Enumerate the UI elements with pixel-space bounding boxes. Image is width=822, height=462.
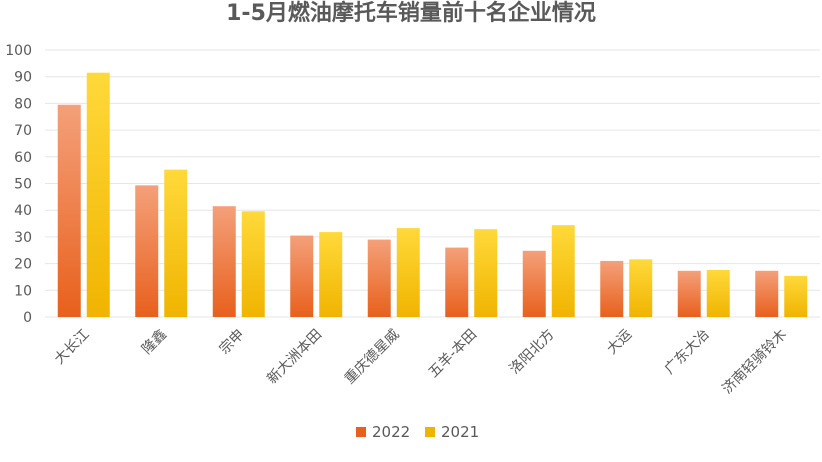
bar-2021-4 — [396, 228, 420, 317]
y-tick-label: 20 — [14, 257, 32, 273]
x-tick-label: 洛阳北方 — [507, 327, 558, 378]
bar-2021-2 — [241, 211, 265, 317]
x-tick-label: 五羊-本田 — [426, 327, 480, 381]
y-tick-label: 40 — [14, 203, 32, 219]
y-axis-tick-labels: 0 10 20 30 40 50 60 70 80 90 100 — [5, 43, 32, 326]
legend-swatch-2021 — [425, 427, 435, 437]
bar-2022-3 — [290, 235, 314, 317]
bars — [57, 72, 808, 317]
bar-2021-5 — [474, 229, 498, 317]
bar-2021-1 — [164, 169, 188, 317]
legend-label-2022: 2022 — [372, 423, 410, 441]
x-tick-label: 隆鑫 — [138, 326, 170, 358]
x-axis-tick-labels: 大长江 隆鑫 宗申 新大洲本田 重庆德星威 五羊-本田 洛阳北方 大运 广东大冶 济南轻骑铃木 — [52, 326, 791, 397]
bar-2021-9 — [784, 275, 808, 317]
x-tick-label: 济南轻骑铃木 — [719, 327, 790, 398]
bar-2021-6 — [551, 225, 575, 317]
y-tick-label: 10 — [14, 283, 32, 299]
legend-label-2021: 2021 — [441, 423, 479, 441]
bar-2021-8 — [706, 270, 730, 317]
y-tick-label: 50 — [14, 177, 32, 193]
x-tick-label: 广东大冶 — [662, 327, 713, 378]
y-tick-label: 100 — [5, 43, 32, 59]
bar-2021-3 — [319, 232, 343, 317]
y-tick-label: 80 — [14, 96, 32, 112]
bar-2022-1 — [135, 185, 159, 317]
x-tick-label: 宗申 — [216, 327, 247, 358]
legend-swatch-2022 — [356, 427, 366, 437]
bar-2022-2 — [212, 206, 236, 317]
legend: 2022 2021 — [356, 423, 479, 441]
bar-2022-4 — [367, 239, 391, 317]
bar-2022-5 — [445, 247, 469, 317]
bar-2022-6 — [522, 250, 546, 317]
y-tick-label: 90 — [14, 70, 32, 86]
x-tick-label: 新大洲本田 — [264, 327, 325, 388]
x-tick-label: 重庆德星威 — [342, 327, 403, 388]
chart-title: 1-5月燃油摩托车销量前十名企业情况 — [226, 0, 596, 26]
y-tick-label: 70 — [14, 123, 32, 139]
bar-2022-0 — [57, 104, 81, 317]
y-tick-label: 30 — [14, 230, 32, 246]
x-tick-label: 大运 — [604, 327, 635, 358]
gridlines — [45, 49, 820, 318]
bar-2022-8 — [677, 270, 701, 317]
bar-2021-7 — [629, 259, 653, 317]
bar-2022-9 — [755, 270, 779, 317]
y-tick-label: 60 — [14, 150, 32, 166]
y-tick-label: 0 — [23, 310, 32, 326]
x-tick-label: 大长江 — [52, 327, 93, 368]
bar-2022-7 — [600, 260, 624, 317]
bar-2021-0 — [86, 72, 110, 317]
